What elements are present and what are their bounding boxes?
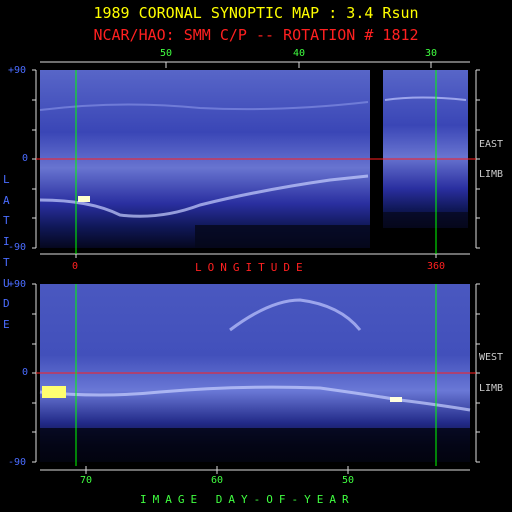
- latitude-axis-label: LATITUDE: [3, 173, 10, 331]
- day-tick-label: 70: [80, 475, 93, 486]
- lat-tick-top: -90: [8, 242, 27, 253]
- lat-tick-bottom: 0: [22, 367, 29, 378]
- longitude-tick: 360: [427, 261, 446, 272]
- east-label: EAST: [479, 139, 504, 150]
- day-of-year-axis-label: IMAGE DAY-OF-YEAR: [140, 493, 355, 506]
- longitude-tick: 0: [72, 261, 79, 272]
- lat-tick-top: +90: [8, 65, 27, 76]
- lat-tick-top: 0: [22, 153, 29, 164]
- lat-tick-bottom: -90: [8, 457, 27, 468]
- day-tick-label: 60: [211, 475, 224, 486]
- day-tick-label: 50: [342, 475, 355, 486]
- page-subtitle: NCAR/HAO: SMM C/P -- ROTATION # 1812: [93, 26, 419, 44]
- lat-tick-bottom: +90: [8, 279, 27, 290]
- top-tick-label: 50: [160, 48, 173, 59]
- page-title: 1989 CORONAL SYNOPTIC MAP : 3.4 Rsun: [93, 4, 419, 22]
- limb-label: LIMB: [479, 169, 504, 180]
- top-tick-label: 40: [293, 48, 306, 59]
- longitude-axis-label: LONGITUDE: [195, 261, 309, 274]
- top-tick-label: 30: [425, 48, 438, 59]
- west-label: WEST: [479, 352, 504, 363]
- limb-label: LIMB: [479, 383, 504, 394]
